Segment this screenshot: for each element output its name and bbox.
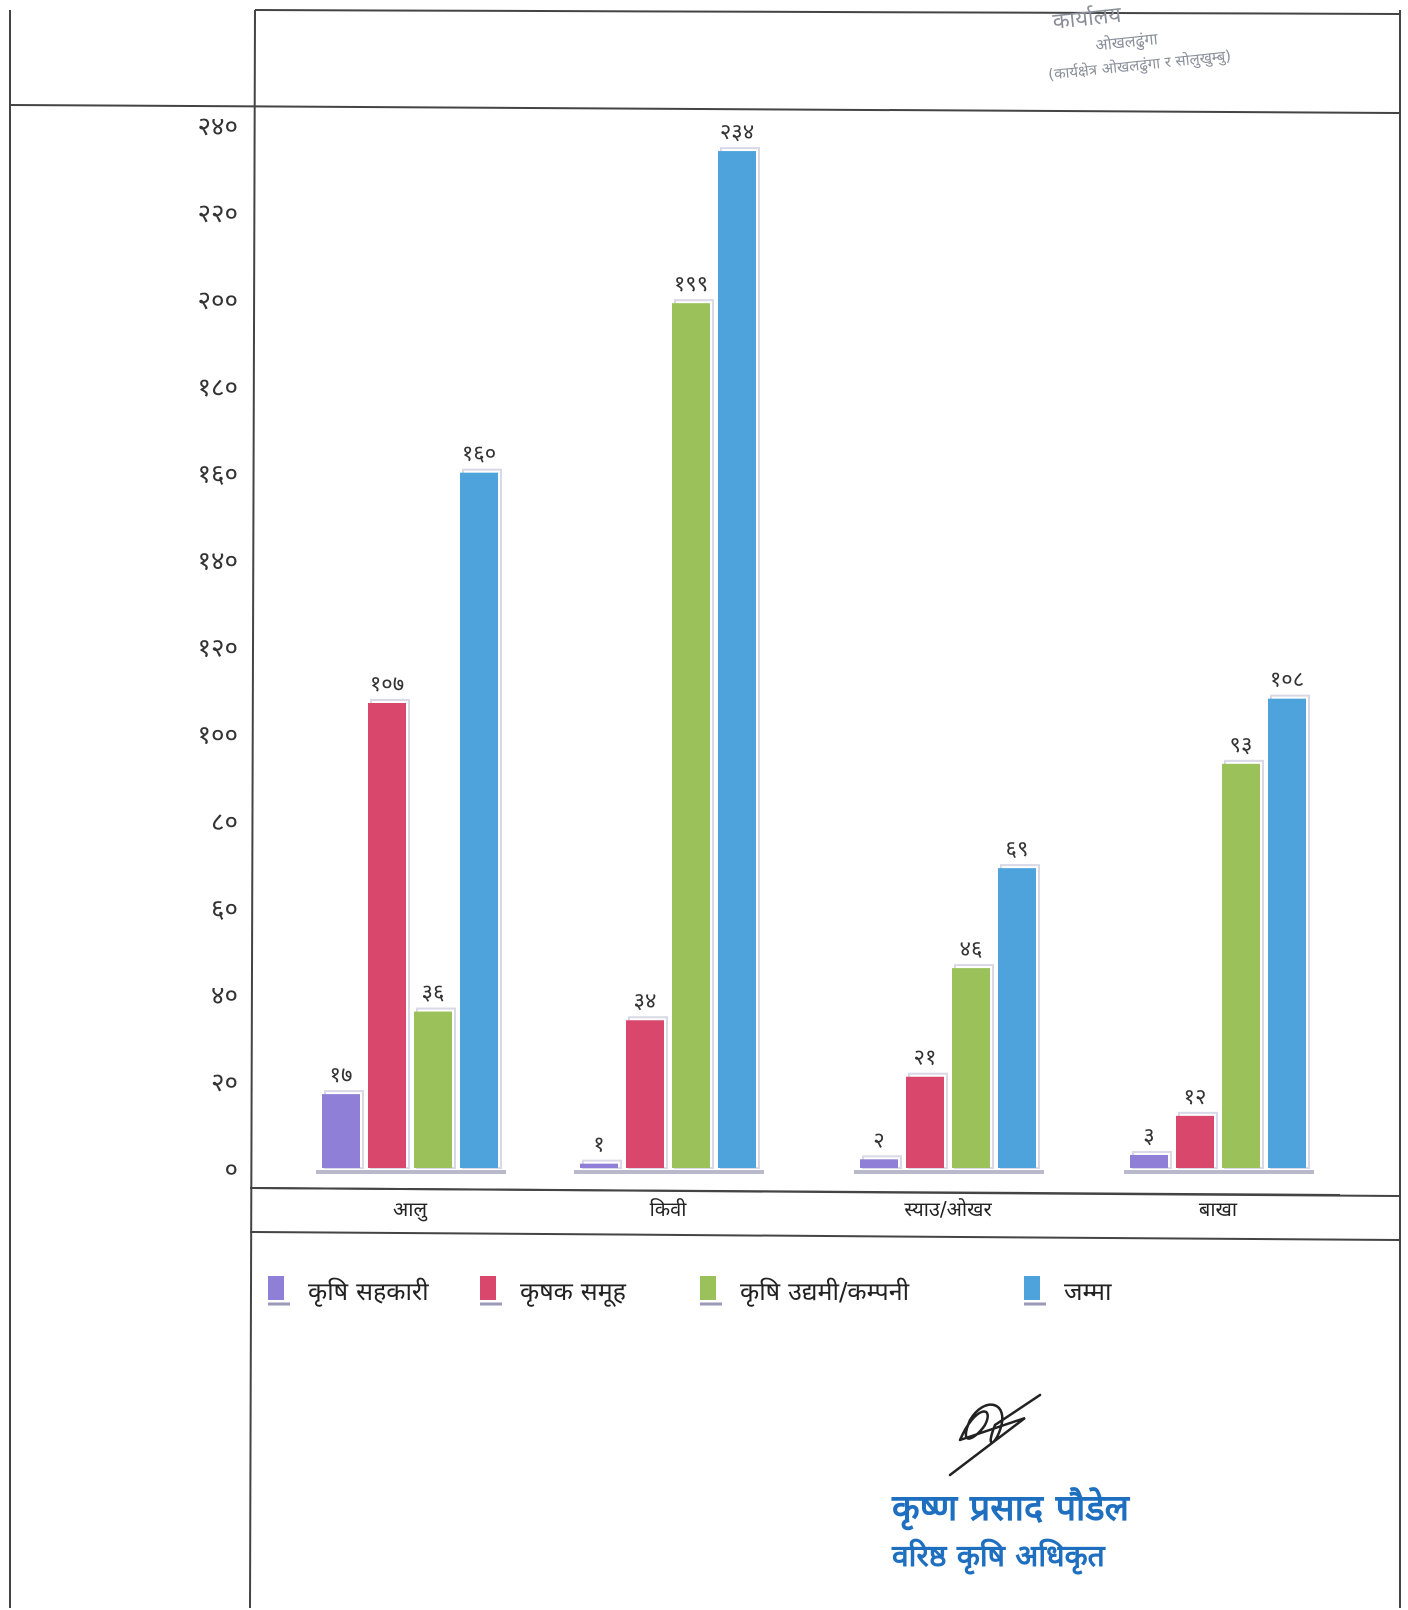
bar	[1176, 1115, 1214, 1168]
legend-swatch	[480, 1276, 496, 1300]
y-tick-label: २०	[211, 1068, 238, 1098]
legend-swatch	[268, 1276, 284, 1300]
y-tick-label: २००	[197, 286, 238, 316]
data-label: १२	[1184, 1085, 1207, 1110]
data-label: ६९	[1006, 837, 1029, 862]
group-base-shadow	[574, 1170, 764, 1174]
legend-swatch	[700, 1276, 716, 1300]
y-tick-label: ६०	[211, 894, 238, 924]
data-label: ४६	[960, 937, 983, 962]
x-tick-label: आलु	[393, 1197, 428, 1222]
bar	[580, 1163, 618, 1168]
bar	[322, 1094, 360, 1168]
data-label: ३	[1143, 1124, 1154, 1149]
x-axis-line	[251, 1187, 1341, 1196]
x-tick-label: बाखा	[1199, 1197, 1238, 1221]
bar	[1222, 763, 1260, 1168]
stamp-line3: (कार्यक्षेत्र ओखलढुंगा र सोलुखुम्बु)	[1047, 47, 1232, 85]
bar	[1268, 698, 1306, 1168]
data-label: १९९	[674, 272, 708, 297]
data-label: २३४	[720, 120, 754, 145]
bar	[906, 1076, 944, 1168]
bar	[368, 702, 406, 1168]
value-labels: १७ १०७ ३६ १६० १ ३४ १९९ २३४ २ २१ ४६ ६९ ३ १२ ९३ १०८	[330, 120, 1305, 1158]
x-tick-label: स्याउ/ओखर	[904, 1197, 992, 1221]
legend: कृषि सहकारी कृषक समूह कृषि उद्यमी/कम्पनी जम…	[268, 1276, 1112, 1307]
data-label: १०७	[370, 672, 404, 697]
y-tick-label: २४०	[197, 112, 238, 142]
bar	[672, 303, 710, 1168]
data-label: ३४	[634, 989, 657, 1014]
bar	[414, 1011, 452, 1168]
legend-label: जम्मा	[1064, 1277, 1112, 1306]
bar	[998, 868, 1036, 1168]
group-base-shadow	[1124, 1170, 1314, 1174]
legend-swatch	[1024, 1276, 1040, 1300]
bar	[860, 1159, 898, 1168]
bar	[626, 1020, 664, 1168]
y-tick-label: १२०	[197, 634, 238, 664]
data-label: १०८	[1270, 668, 1304, 693]
legend-label: कृषि उद्यमी/कम्पनी	[740, 1277, 910, 1307]
x-tick-label: किवी	[650, 1197, 688, 1221]
legend-label: कृषि सहकारी	[308, 1277, 429, 1307]
bar	[460, 472, 498, 1169]
bars	[316, 147, 1314, 1174]
y-tick-label: १८०	[197, 373, 238, 403]
signatory-title: वरिष्ठ कृषि अधिकृत	[891, 1538, 1107, 1575]
group-base-shadow	[316, 1170, 506, 1174]
data-label: ९३	[1230, 733, 1253, 758]
y-tick-label: ०	[224, 1155, 238, 1185]
data-label: २	[873, 1128, 884, 1153]
data-label: १७	[330, 1063, 353, 1088]
data-label: १६०	[462, 442, 496, 467]
y-tick-label: १६०	[197, 460, 238, 490]
signature-scribble	[948, 1393, 1042, 1477]
group-base-shadow	[854, 1170, 1044, 1174]
data-label: ३६	[422, 981, 445, 1006]
y-axis: ० २० ४० ६० ८० १०० १२० १४० १६० १८० २०० २२० २४०	[197, 112, 238, 1185]
signatory-name: कृष्ण प्रसाद पौडेल	[891, 1487, 1131, 1531]
data-label: १	[593, 1133, 604, 1158]
stamp-line2: ओखलढुंगा	[1094, 29, 1159, 56]
bar	[1130, 1154, 1168, 1168]
y-tick-label: १४०	[197, 547, 238, 577]
stamp-line1: कार्यालय	[1051, 2, 1123, 35]
signature-block: कृष्ण प्रसाद पौडेल वरिष्ठ कृषि अधिकृत	[891, 1393, 1131, 1575]
x-axis: आलु किवी स्याउ/ओखर बाखा	[393, 1197, 1238, 1222]
y-tick-label: १००	[197, 720, 238, 750]
y-tick-label: ४०	[211, 981, 238, 1011]
bar	[718, 151, 756, 1168]
data-label: २१	[914, 1046, 937, 1071]
bar	[952, 968, 990, 1168]
y-tick-label: ८०	[211, 807, 238, 837]
legend-label: कृषक समूह	[520, 1277, 627, 1307]
y-tick-label: २२०	[197, 199, 238, 229]
